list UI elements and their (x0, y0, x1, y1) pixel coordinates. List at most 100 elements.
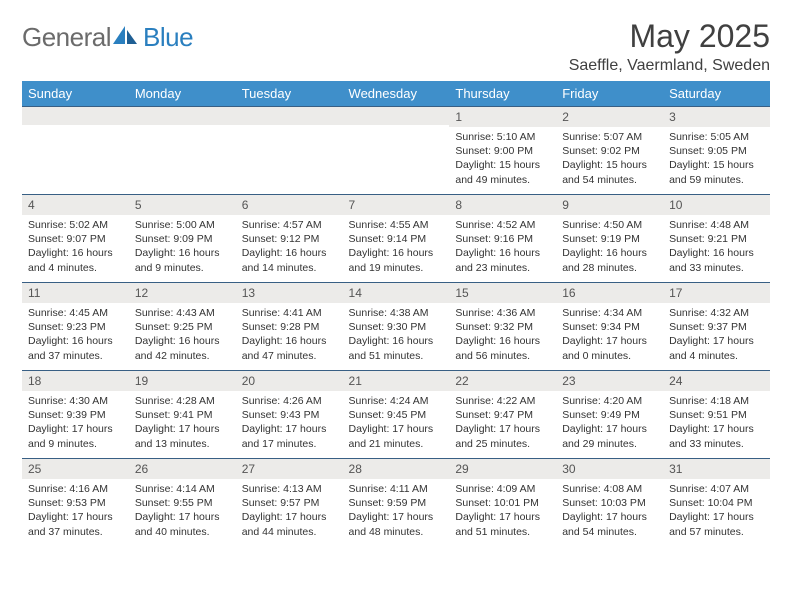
day-number: 4 (22, 195, 129, 215)
day-header: Thursday (449, 81, 556, 107)
day-header: Tuesday (236, 81, 343, 107)
sunset-line: Sunset: 10:01 PM (455, 496, 550, 510)
day-details: Sunrise: 4:24 AMSunset: 9:45 PMDaylight:… (343, 391, 450, 456)
day-number: 5 (129, 195, 236, 215)
sunset-line: Sunset: 9:55 PM (135, 496, 230, 510)
daylight-line: Daylight: 17 hours and 4 minutes. (669, 334, 764, 362)
sunrise-line: Sunrise: 4:07 AM (669, 482, 764, 496)
daylight-line: Daylight: 16 hours and 28 minutes. (562, 246, 657, 274)
day-details: Sunrise: 4:13 AMSunset: 9:57 PMDaylight:… (236, 479, 343, 544)
daylight-line: Daylight: 17 hours and 33 minutes. (669, 422, 764, 450)
daylight-line: Daylight: 17 hours and 0 minutes. (562, 334, 657, 362)
day-number: 8 (449, 195, 556, 215)
sunrise-line: Sunrise: 4:11 AM (349, 482, 444, 496)
day-number: 2 (556, 107, 663, 127)
day-details: Sunrise: 4:50 AMSunset: 9:19 PMDaylight:… (556, 215, 663, 280)
day-details (236, 125, 343, 185)
sunrise-line: Sunrise: 4:08 AM (562, 482, 657, 496)
day-number: 31 (663, 459, 770, 479)
sunrise-line: Sunrise: 4:18 AM (669, 394, 764, 408)
sunrise-line: Sunrise: 4:52 AM (455, 218, 550, 232)
sunrise-line: Sunrise: 4:28 AM (135, 394, 230, 408)
day-header-row: SundayMondayTuesdayWednesdayThursdayFrid… (22, 81, 770, 107)
day-details: Sunrise: 4:28 AMSunset: 9:41 PMDaylight:… (129, 391, 236, 456)
day-cell: 31Sunrise: 4:07 AMSunset: 10:04 PMDaylig… (663, 459, 770, 547)
daylight-line: Daylight: 17 hours and 25 minutes. (455, 422, 550, 450)
sunset-line: Sunset: 10:03 PM (562, 496, 657, 510)
sunrise-line: Sunrise: 4:48 AM (669, 218, 764, 232)
daylight-line: Daylight: 17 hours and 17 minutes. (242, 422, 337, 450)
sunset-line: Sunset: 9:07 PM (28, 232, 123, 246)
day-number: 18 (22, 371, 129, 391)
sunset-line: Sunset: 9:59 PM (349, 496, 444, 510)
day-number: 9 (556, 195, 663, 215)
week-row: 1Sunrise: 5:10 AMSunset: 9:00 PMDaylight… (22, 107, 770, 195)
day-details: Sunrise: 5:02 AMSunset: 9:07 PMDaylight:… (22, 215, 129, 280)
sunrise-line: Sunrise: 4:55 AM (349, 218, 444, 232)
day-cell: 26Sunrise: 4:14 AMSunset: 9:55 PMDayligh… (129, 459, 236, 547)
day-header: Saturday (663, 81, 770, 107)
sunrise-line: Sunrise: 5:05 AM (669, 130, 764, 144)
sunrise-line: Sunrise: 4:45 AM (28, 306, 123, 320)
day-cell: 8Sunrise: 4:52 AMSunset: 9:16 PMDaylight… (449, 195, 556, 283)
day-cell: 5Sunrise: 5:00 AMSunset: 9:09 PMDaylight… (129, 195, 236, 283)
day-cell: 17Sunrise: 4:32 AMSunset: 9:37 PMDayligh… (663, 283, 770, 371)
day-details: Sunrise: 4:45 AMSunset: 9:23 PMDaylight:… (22, 303, 129, 368)
week-row: 4Sunrise: 5:02 AMSunset: 9:07 PMDaylight… (22, 195, 770, 283)
day-header: Friday (556, 81, 663, 107)
day-details: Sunrise: 4:16 AMSunset: 9:53 PMDaylight:… (22, 479, 129, 544)
day-details: Sunrise: 4:41 AMSunset: 9:28 PMDaylight:… (236, 303, 343, 368)
day-cell: 18 Sunrise: 4:30 AMSunset: 9:39 PMDayligh… (22, 371, 129, 459)
day-cell: 29Sunrise: 4:09 AMSunset: 10:01 PMDaylig… (449, 459, 556, 547)
sunset-line: Sunset: 9:51 PM (669, 408, 764, 422)
sunrise-line: Sunrise: 4:30 AM (28, 394, 123, 408)
sunset-line: Sunset: 9:39 PM (28, 408, 123, 422)
day-cell: 14Sunrise: 4:38 AMSunset: 9:30 PMDayligh… (343, 283, 450, 371)
day-details: Sunrise: 4:36 AMSunset: 9:32 PMDaylight:… (449, 303, 556, 368)
brand-name-blue: Blue (143, 22, 193, 53)
calendar-body: 1Sunrise: 5:10 AMSunset: 9:00 PMDaylight… (22, 107, 770, 547)
day-details (129, 125, 236, 185)
day-details: Sunrise: 4:26 AMSunset: 9:43 PMDaylight:… (236, 391, 343, 456)
day-number: 22 (449, 371, 556, 391)
brand-sail-icon (111, 24, 141, 46)
sunset-line: Sunset: 10:04 PM (669, 496, 764, 510)
day-number: 28 (343, 459, 450, 479)
sunset-line: Sunset: 9:30 PM (349, 320, 444, 334)
sunset-line: Sunset: 9:14 PM (349, 232, 444, 246)
daylight-line: Daylight: 16 hours and 47 minutes. (242, 334, 337, 362)
day-number: 14 (343, 283, 450, 303)
sunrise-line: Sunrise: 4:16 AM (28, 482, 123, 496)
sunset-line: Sunset: 9:09 PM (135, 232, 230, 246)
day-header: Sunday (22, 81, 129, 107)
daylight-line: Daylight: 15 hours and 54 minutes. (562, 158, 657, 186)
day-details: Sunrise: 4:09 AMSunset: 10:01 PMDaylight… (449, 479, 556, 544)
day-number: 25 (22, 459, 129, 479)
day-details: Sunrise: 4:11 AMSunset: 9:59 PMDaylight:… (343, 479, 450, 544)
sunset-line: Sunset: 9:57 PM (242, 496, 337, 510)
sunset-line: Sunset: 9:21 PM (669, 232, 764, 246)
sunrise-line: Sunrise: 5:02 AM (28, 218, 123, 232)
title-block: May 2025 Saeffle, Vaermland, Sweden (569, 18, 770, 75)
daylight-line: Daylight: 16 hours and 14 minutes. (242, 246, 337, 274)
sunset-line: Sunset: 9:49 PM (562, 408, 657, 422)
daylight-line: Daylight: 17 hours and 48 minutes. (349, 510, 444, 538)
sunrise-line: Sunrise: 4:26 AM (242, 394, 337, 408)
day-cell: 28Sunrise: 4:11 AMSunset: 9:59 PMDayligh… (343, 459, 450, 547)
day-details: Sunrise: 4:38 AMSunset: 9:30 PMDaylight:… (343, 303, 450, 368)
daylight-line: Daylight: 17 hours and 9 minutes. (28, 422, 123, 450)
day-cell: 23Sunrise: 4:20 AMSunset: 9:49 PMDayligh… (556, 371, 663, 459)
sunset-line: Sunset: 9:05 PM (669, 144, 764, 158)
sunrise-line: Sunrise: 5:10 AM (455, 130, 550, 144)
day-cell (129, 107, 236, 195)
day-details: Sunrise: 4:14 AMSunset: 9:55 PMDaylight:… (129, 479, 236, 544)
day-details (22, 125, 129, 185)
sunset-line: Sunset: 9:45 PM (349, 408, 444, 422)
location: Saeffle, Vaermland, Sweden (569, 57, 770, 75)
day-cell: 22Sunrise: 4:22 AMSunset: 9:47 PMDayligh… (449, 371, 556, 459)
day-cell: 20Sunrise: 4:26 AMSunset: 9:43 PMDayligh… (236, 371, 343, 459)
day-cell: 13Sunrise: 4:41 AMSunset: 9:28 PMDayligh… (236, 283, 343, 371)
day-details: Sunrise: 5:07 AMSunset: 9:02 PMDaylight:… (556, 127, 663, 192)
sunset-line: Sunset: 9:23 PM (28, 320, 123, 334)
daylight-line: Daylight: 16 hours and 33 minutes. (669, 246, 764, 274)
